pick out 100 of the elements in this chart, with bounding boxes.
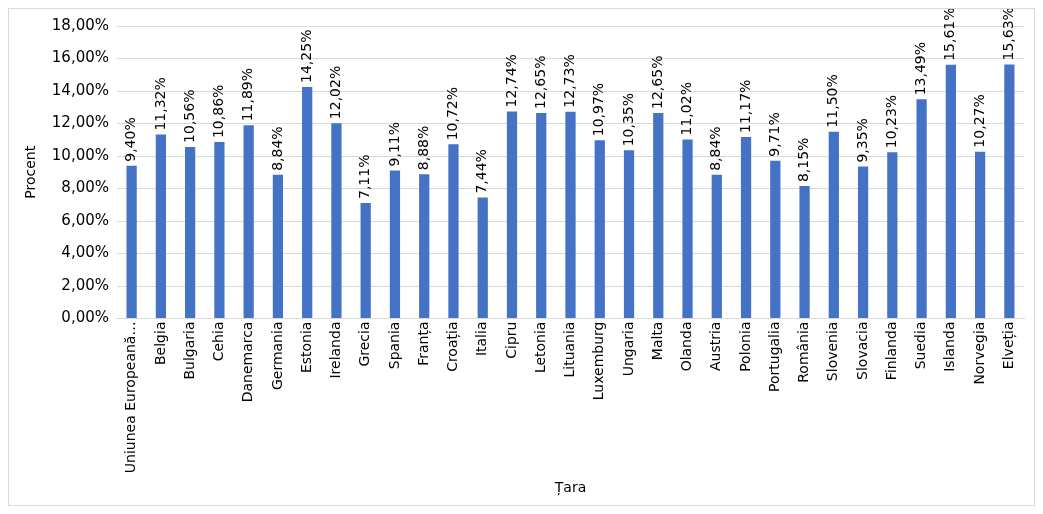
bar xyxy=(682,139,693,319)
data-label: 9,40% xyxy=(122,117,139,162)
bar xyxy=(857,166,869,319)
bar xyxy=(389,170,401,319)
x-tick-label: Irelanda xyxy=(327,321,344,379)
y-tick-label: 0,00% xyxy=(61,308,109,327)
x-tick-label: Suedia xyxy=(912,321,929,370)
data-label: 12,65% xyxy=(531,55,548,109)
data-label: 10,23% xyxy=(882,94,899,149)
x-tick-label: Olanda xyxy=(678,321,695,372)
data-label: 15,61% xyxy=(941,7,958,61)
bar xyxy=(419,174,430,319)
y-tick-label: 2,00% xyxy=(61,275,109,294)
bar xyxy=(740,137,752,319)
bar xyxy=(272,174,284,319)
x-tick-label: Germania xyxy=(268,321,285,391)
x-tick-label: Letonia xyxy=(531,321,548,374)
data-label: 7,44% xyxy=(473,149,490,194)
data-label: 8,15% xyxy=(795,137,812,183)
x-tick-label: Cehia xyxy=(210,321,227,362)
x-tick-label: Danemarca xyxy=(239,321,256,403)
bar xyxy=(916,99,927,319)
data-label: 11,17% xyxy=(736,79,753,133)
x-tick-label: Spania xyxy=(385,321,402,370)
data-label: 10,35% xyxy=(619,92,636,147)
data-label: 8,88% xyxy=(414,125,431,171)
y-tick-label: 6,00% xyxy=(61,210,109,229)
x-tick-label: Italia xyxy=(473,321,490,357)
bar xyxy=(331,123,342,319)
x-tick-label: Slovenia xyxy=(824,321,841,382)
x-tick-label: Ungaria xyxy=(619,321,636,377)
data-label: 12,73% xyxy=(561,54,578,108)
x-tick-label: Grecia xyxy=(356,321,373,367)
x-tick-label: Croația xyxy=(444,321,462,372)
data-label: 10,97% xyxy=(590,82,607,137)
y-tick-label: 12,00% xyxy=(51,113,109,132)
y-tick-label: 14,00% xyxy=(51,80,109,99)
bar xyxy=(448,144,459,319)
data-label: 11,89% xyxy=(239,67,256,122)
bar xyxy=(243,125,254,319)
bar xyxy=(506,111,518,319)
bar xyxy=(185,146,196,319)
bar xyxy=(770,160,781,319)
y-tick-label: 18,00% xyxy=(51,15,109,34)
bar xyxy=(477,197,488,319)
bar xyxy=(155,134,166,319)
bar xyxy=(887,152,898,319)
x-tick-label: Estonia xyxy=(297,321,314,374)
data-label: 8,84% xyxy=(707,126,724,171)
bar xyxy=(360,202,371,319)
x-tick-label: Polonia xyxy=(736,321,753,372)
x-tick-label: Lituania xyxy=(561,321,578,378)
data-label: 10,56% xyxy=(180,89,197,143)
data-label: 10,27% xyxy=(970,94,987,148)
x-tick-label: Uniunea Europeană… xyxy=(122,321,139,474)
x-axis-title: Țara xyxy=(553,479,587,497)
y-tick-label: 16,00% xyxy=(51,48,109,67)
bar xyxy=(711,174,722,319)
data-label: 12,65% xyxy=(648,55,665,109)
data-label: 10,86% xyxy=(210,84,227,139)
data-label: 9,11% xyxy=(385,122,402,167)
data-label: 11,50% xyxy=(824,74,841,128)
bar xyxy=(126,165,137,319)
data-label: 8,84% xyxy=(268,126,285,171)
x-tick-label: Islanda xyxy=(941,321,958,372)
data-label: 12,74% xyxy=(502,54,519,108)
x-tick-label: Belgia xyxy=(151,321,168,366)
y-tick-label: 10,00% xyxy=(51,145,109,164)
data-label: 11,32% xyxy=(151,77,168,131)
x-tick-label: România xyxy=(795,321,812,383)
x-tick-label: Bulgaria xyxy=(180,321,197,380)
bar xyxy=(623,150,635,319)
x-tick-label: Luxemburg xyxy=(590,321,607,401)
x-tick-label: Franța xyxy=(414,321,432,366)
bar xyxy=(1004,64,1015,319)
bar xyxy=(594,140,605,319)
bar xyxy=(799,186,810,319)
y-tick-label: 4,00% xyxy=(61,243,109,262)
data-label: 13,49% xyxy=(912,41,929,96)
data-label: 11,02% xyxy=(678,82,695,136)
bar xyxy=(974,151,986,319)
bar xyxy=(302,86,313,319)
data-label: 9,35% xyxy=(853,118,870,163)
x-tick-label: Austria xyxy=(707,321,724,372)
x-tick-label: Slovacia xyxy=(853,321,870,380)
data-label: 9,71% xyxy=(765,112,782,157)
bar xyxy=(565,111,576,319)
data-label: 12,02% xyxy=(327,65,344,120)
x-tick-label: Finlanda xyxy=(882,321,899,381)
bar xyxy=(945,64,956,319)
bar xyxy=(214,142,225,319)
bar xyxy=(828,131,839,319)
x-tick-label: Norvegia xyxy=(970,321,987,385)
x-tick-label: Malta xyxy=(648,321,665,361)
data-label: 7,11% xyxy=(356,154,373,199)
data-label: 14,25% xyxy=(297,29,314,83)
data-label: 10,72% xyxy=(444,86,461,141)
bar xyxy=(653,112,664,319)
y-axis-title: Procent xyxy=(22,145,39,199)
bar xyxy=(536,112,547,319)
